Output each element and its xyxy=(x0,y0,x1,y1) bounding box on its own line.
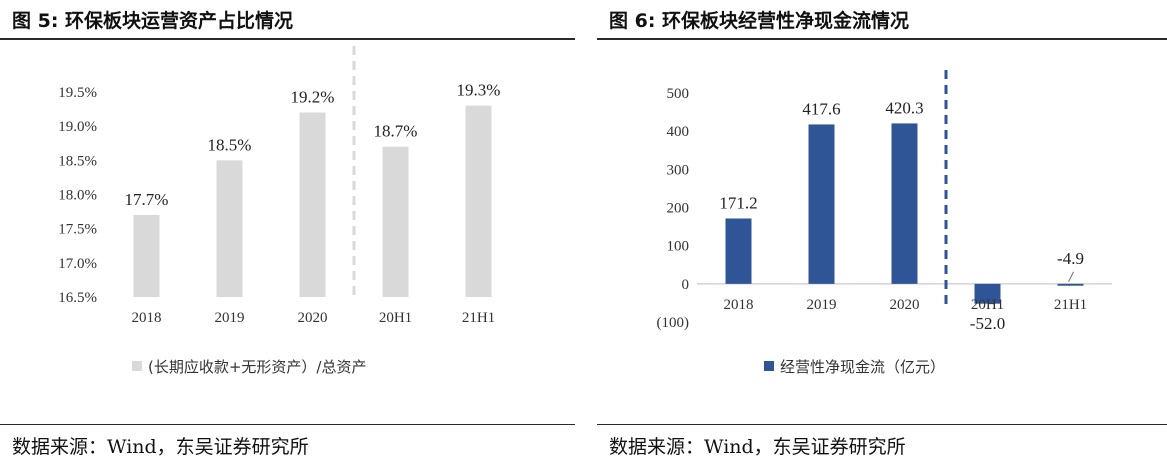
left-category-label: 2020 xyxy=(298,310,328,326)
right-bar xyxy=(974,283,1001,304)
right-bar xyxy=(1057,283,1084,286)
right-data-label: 417.6 xyxy=(802,99,840,118)
left-ytick-label: 16.5% xyxy=(58,290,97,306)
right-data-label: -4.9 xyxy=(1057,249,1084,268)
right-figure-panel: 图 6: 环保板块经营性净现金流情况 (100) 0 100 200 300 400 500… xyxy=(597,0,1167,466)
right-source-note: 数据来源：Wind，东吴证券研究所 xyxy=(609,436,906,458)
left-title-rule xyxy=(0,38,575,40)
right-data-label: 171.2 xyxy=(719,193,757,212)
left-bar xyxy=(133,215,160,297)
left-legend-label: (长期应收款+无形资产）/总资产 xyxy=(148,358,366,376)
right-ytick-label: 500 xyxy=(667,86,690,102)
left-bar xyxy=(216,160,243,297)
right-ytick-label: 300 xyxy=(667,162,690,178)
right-ytick-label: 0 xyxy=(682,277,690,293)
right-legend-swatch xyxy=(764,361,774,371)
right-ytick-label: 400 xyxy=(667,124,690,140)
left-category-label: 20H1 xyxy=(379,310,412,326)
left-ytick-label: 18.0% xyxy=(58,188,97,204)
left-ytick-label: 17.0% xyxy=(58,256,97,272)
left-category-label: 21H1 xyxy=(462,310,495,326)
right-ytick-label: 100 xyxy=(667,239,690,255)
left-ytick-label: 19.5% xyxy=(58,85,97,101)
right-legend-label: 经营性净现金流（亿元） xyxy=(780,358,945,376)
right-figure-title: 图 6: 环保板块经营性净现金流情况 xyxy=(609,10,910,32)
right-ytick-label: (100) xyxy=(657,315,690,331)
left-source-rule xyxy=(0,424,575,425)
right-bar-chart: (100) 0 100 200 300 400 500 171.2 2018 417.6 2019 4… xyxy=(657,70,1112,376)
right-data-label: -52.0 xyxy=(970,314,1005,333)
right-data-label: 420.3 xyxy=(885,98,923,117)
left-data-label: 18.5% xyxy=(208,135,252,154)
left-data-label: 19.3% xyxy=(457,81,501,100)
left-source-note: 数据来源：Wind，东吴证券研究所 xyxy=(12,436,309,458)
left-category-label: 2019 xyxy=(215,310,245,326)
left-ytick-label: 17.5% xyxy=(58,222,97,238)
right-ytick-label: 200 xyxy=(667,201,690,217)
left-ytick-label: 19.0% xyxy=(58,119,97,135)
left-bar xyxy=(382,146,409,297)
right-category-label: 2019 xyxy=(807,297,837,313)
right-bar xyxy=(725,218,752,284)
left-bar xyxy=(299,112,326,297)
left-data-label: 18.7% xyxy=(374,122,418,141)
left-figure-title: 图 5: 环保板块运营资产占比情况 xyxy=(12,10,294,32)
right-category-label: 2020 xyxy=(890,297,920,313)
left-bar xyxy=(465,105,492,298)
right-title-rule xyxy=(597,38,1167,40)
right-category-label: 20H1 xyxy=(971,297,1004,313)
right-bar xyxy=(891,123,918,284)
right-category-label: 21H1 xyxy=(1054,297,1087,313)
left-bar-chart: 16.5% 17.0% 17.5% 18.0% 18.5% 19.0% 19.5% 17.7%… xyxy=(58,46,501,376)
left-ytick-label: 18.5% xyxy=(58,153,97,169)
right-leader-line xyxy=(1068,271,1074,283)
right-bar xyxy=(808,124,835,284)
left-category-label: 2018 xyxy=(132,310,162,326)
left-figure-panel: 图 5: 环保板块运营资产占比情况 16.5% 17.0% 17.5% 18.0% 18… xyxy=(0,0,575,466)
right-source-rule xyxy=(597,424,1167,425)
left-legend-swatch xyxy=(132,361,142,371)
left-data-label: 17.7% xyxy=(125,190,169,209)
right-category-label: 2018 xyxy=(724,297,754,313)
left-data-label: 19.2% xyxy=(291,88,335,107)
